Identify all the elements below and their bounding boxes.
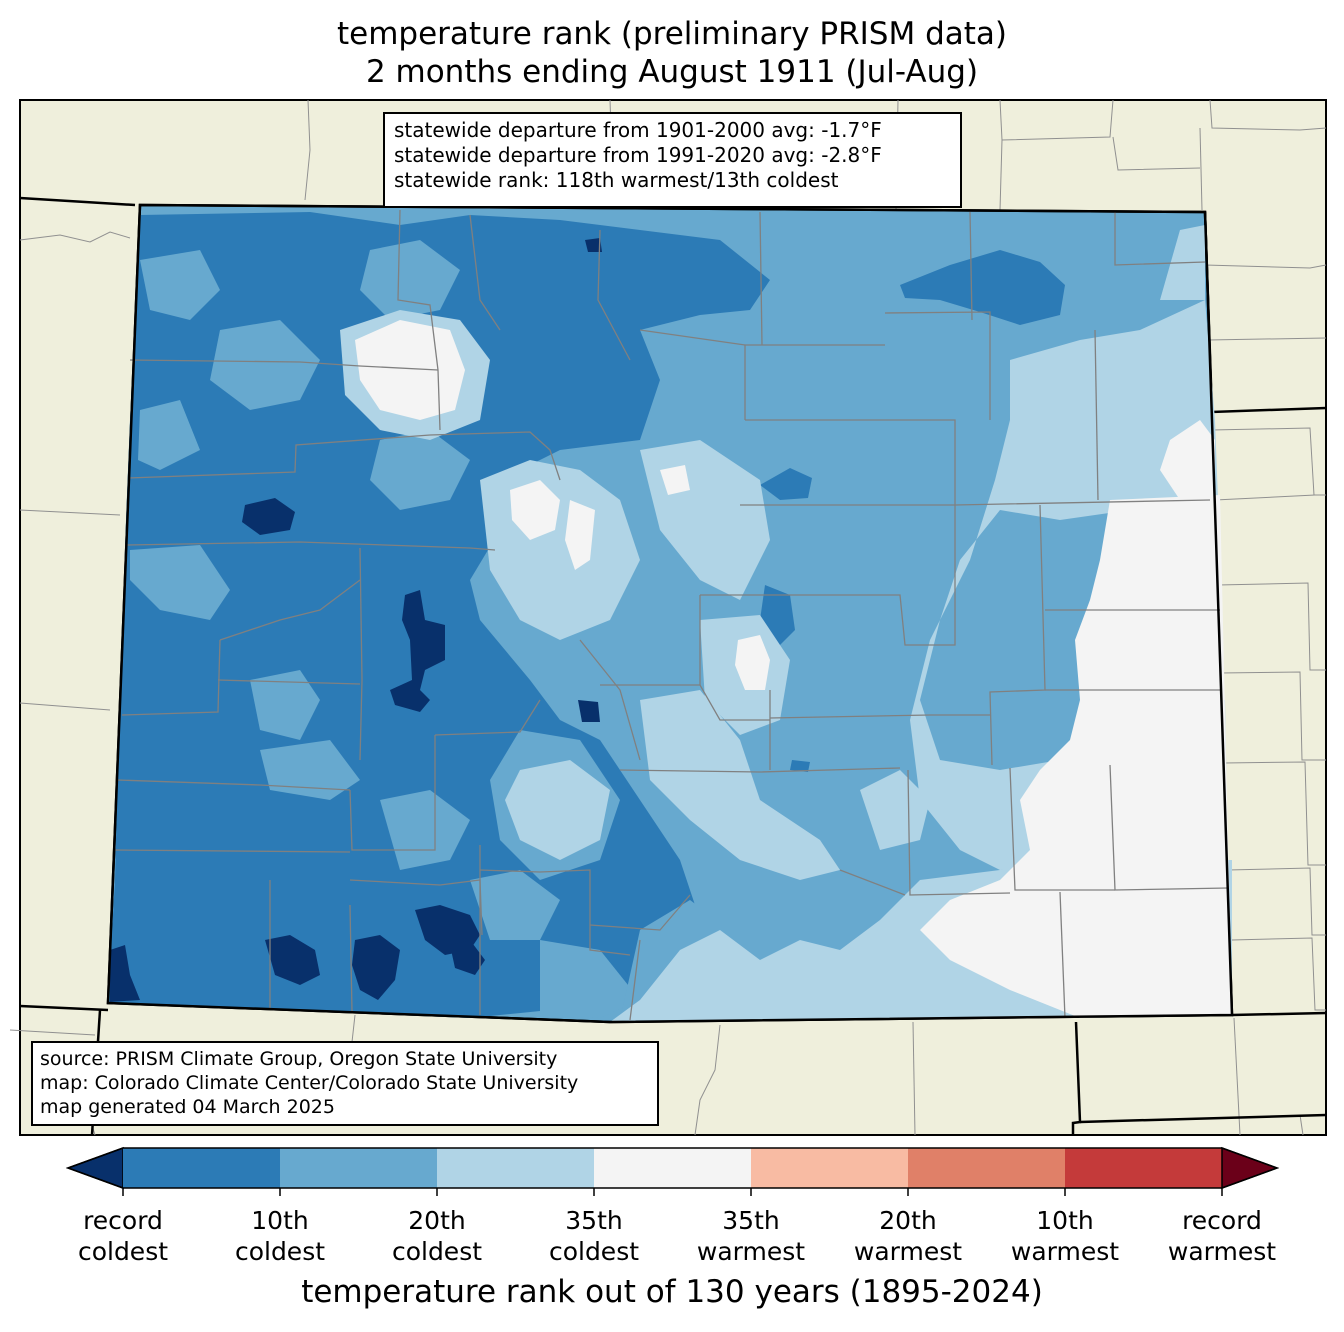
colorbar-bin-7	[1065, 1148, 1222, 1188]
source-line: source: PRISM Climate Group, Oregon Stat…	[40, 1048, 558, 1070]
colorbar-ticks	[122, 1188, 1223, 1196]
statewide-stats-box: statewide departure from 1901-2000 avg: …	[383, 112, 962, 208]
record-coldest-regions	[110, 238, 602, 1002]
county-lines	[114, 209, 1229, 1021]
colorbar-bin-2	[280, 1148, 437, 1188]
colorbar	[65, 1146, 1280, 1196]
tick-label-line1: 20th	[408, 1206, 466, 1235]
tick-label-line2: coldest	[391, 1237, 483, 1266]
map-credit-line: map: Colorado Climate Center/Colorado St…	[40, 1072, 579, 1094]
colorbar-bin-6	[908, 1148, 1065, 1188]
stats-rank: statewide rank: 118th warmest/13th colde…	[394, 168, 839, 192]
tick-label-line2: warmest	[853, 1237, 963, 1266]
tick-label-line2: warmest	[696, 1237, 806, 1266]
tick-label-line2: warmest	[1167, 1237, 1277, 1266]
tick-label-line1: record	[83, 1206, 163, 1235]
colorbar-label-10th-warmest: 10th warmest	[980, 1205, 1150, 1267]
tick-label-line1: record	[1182, 1206, 1262, 1235]
colorbar-label-record-coldest: record coldest	[38, 1205, 208, 1267]
colorbar-extend-left	[65, 1146, 124, 1190]
tick-label-line1: 35th	[722, 1206, 780, 1235]
map-title-line1: temperature rank (preliminary PRISM data…	[336, 16, 1007, 52]
colorbar-label-35th-warmest: 35th warmest	[666, 1205, 836, 1267]
tick-label-line1: 10th	[1036, 1206, 1094, 1235]
colorbar-bin-5	[751, 1148, 908, 1188]
colorbar-label-10th-coldest: 10th coldest	[195, 1205, 365, 1267]
colorbar-label-20th-warmest: 20th warmest	[823, 1205, 993, 1267]
colorbar-label-35th-coldest: 35th coldest	[509, 1205, 679, 1267]
stats-departure-1991-2020: statewide departure from 1991-2020 avg: …	[394, 143, 882, 167]
colorbar-bin-1	[123, 1148, 280, 1188]
colorbar-title: temperature rank out of 130 years (1895-…	[301, 1274, 1043, 1310]
neighbor-county-lines	[9, 99, 1327, 1136]
colorbar-bin-4	[594, 1148, 751, 1188]
colorado-border	[106, 203, 1234, 1024]
tick-label-line1: 20th	[879, 1206, 937, 1235]
colorbar-label-20th-coldest: 20th coldest	[352, 1205, 522, 1267]
colorbar-extend-right	[1221, 1146, 1280, 1190]
tick-label-line2: coldest	[548, 1237, 640, 1266]
tick-label-line2: coldest	[234, 1237, 326, 1266]
tick-label-line2: warmest	[1010, 1237, 1120, 1266]
map-title-line2: 2 months ending August 1911 (Jul-Aug)	[365, 54, 979, 90]
stats-departure-1901-2000: statewide departure from 1901-2000 avg: …	[394, 118, 882, 142]
colorbar-label-record-warmest: record warmest	[1137, 1205, 1307, 1267]
colorbar-bin-3	[437, 1148, 594, 1188]
tick-label-line2: coldest	[77, 1237, 169, 1266]
generated-date-line: map generated 04 March 2025	[40, 1096, 335, 1118]
source-box: source: PRISM Climate Group, Oregon Stat…	[31, 1041, 659, 1126]
tick-label-line1: 35th	[565, 1206, 623, 1235]
near-normal-regions	[355, 320, 1232, 1018]
tick-label-line1: 10th	[251, 1206, 309, 1235]
